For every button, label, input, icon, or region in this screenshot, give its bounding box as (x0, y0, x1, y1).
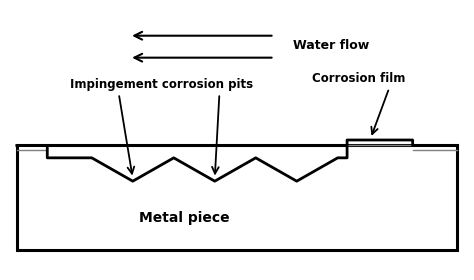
Text: Metal piece: Metal piece (139, 211, 229, 225)
Text: Corrosion film: Corrosion film (312, 72, 405, 85)
Text: Water flow: Water flow (293, 39, 369, 52)
Text: Impingement corrosion pits: Impingement corrosion pits (71, 78, 254, 91)
Bar (17, 146, 457, 250)
